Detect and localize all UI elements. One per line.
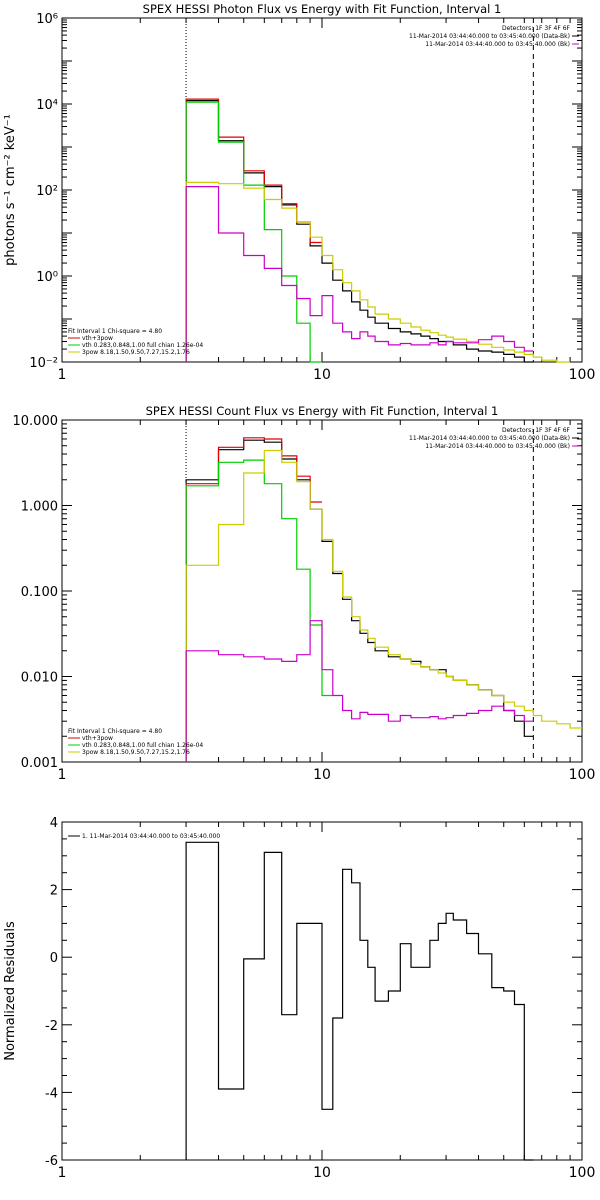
- legend-entry: vth 0.283,0.848,1.00 full chian 1.26e-04: [82, 742, 203, 749]
- y-tick-label: -4: [45, 1086, 58, 1101]
- y-tick-label: 10⁴: [36, 98, 58, 113]
- series-vth: [185, 459, 333, 762]
- legend-entry: Detectors: 1F 3F 4F 6F: [502, 25, 571, 32]
- y-tick-label: 1.000: [21, 500, 58, 515]
- y-tick-label: 10⁻²: [29, 356, 58, 371]
- legend-entry: Detectors: 1F 3F 4F 6F: [502, 427, 571, 434]
- series-1-11-mar-2014-03-44-40-000-to-03-45-40-000: [185, 841, 534, 1161]
- legend-entry: 11-Mar-2014 03:44:40.000 to 03:45:40.000…: [425, 41, 570, 48]
- series-bk: [185, 620, 534, 762]
- legend-entry: 3pow 8.18,1.50,9.50,7.27,15.2,1.76: [82, 749, 190, 756]
- chart-3: 1 10 100 -6 -4 -2 0 2 4 Normalized Residuals 1. 11…: [3, 816, 595, 1181]
- x-tick-label: 1: [58, 767, 67, 783]
- chart-2: SPEX HESSI Count Flux vs Energy with Fit…: [13, 404, 596, 783]
- series-vth: [185, 101, 322, 363]
- y-tick-label: 0: [50, 951, 58, 966]
- y-tick-label: 4: [50, 816, 58, 831]
- legend-entry: 11-Mar-2014 03:44:40.000 to 03:45:40.000…: [409, 33, 570, 40]
- y-tick-label: 0.001: [21, 756, 58, 771]
- x-tick-label: 10: [313, 767, 331, 783]
- y-tick-label: 0.100: [21, 585, 58, 600]
- y-axis-label: photons s⁻¹ cm⁻² keV⁻¹: [3, 114, 18, 266]
- legend-entry: 1. 11-Mar-2014 03:44:40.000 to 03:45:40.…: [82, 833, 220, 840]
- series-3pow: [185, 181, 571, 363]
- y-tick-label: 10⁶: [36, 12, 58, 27]
- y-tick-label: 10²: [36, 184, 58, 199]
- x-tick-label: 1: [58, 1165, 67, 1181]
- y-tick-label: 10.000: [13, 414, 59, 429]
- x-tick-label: 10: [313, 1165, 331, 1181]
- x-tick-label: 100: [569, 1165, 596, 1181]
- x-tick-label: 1: [58, 367, 67, 383]
- chart-1: SPEX HESSI Photon Flux vs Energy with Fi…: [3, 2, 595, 383]
- series-3pow: [185, 449, 582, 762]
- series-bk: [185, 186, 534, 362]
- legend-entry: vth+3pow: [82, 735, 113, 742]
- series-data-bk: [185, 100, 534, 363]
- series-vth-3pow: [185, 437, 322, 762]
- chart-title: SPEX HESSI Photon Flux vs Energy with Fi…: [143, 2, 502, 16]
- legend-entry: 11-Mar-2014 03:44:40.000 to 03:45:40.000…: [425, 443, 570, 450]
- legend-entry: 3pow 8.18,1.50,9.50,7.27,15.2,1.76: [82, 349, 190, 356]
- x-tick-label: 100: [569, 367, 596, 383]
- x-tick-label: 100: [569, 767, 596, 783]
- legend-entry: 11-Mar-2014 03:44:40.000 to 03:45:40.000…: [409, 435, 570, 442]
- x-tick-label: 10: [313, 367, 331, 383]
- y-axis-label: Normalized Residuals: [3, 921, 18, 1061]
- legend-entry: Fit Interval 1 Chi-square = 4.80: [68, 328, 162, 335]
- chart-title: SPEX HESSI Count Flux vs Energy with Fit…: [146, 404, 499, 418]
- series-vth-3pow: [185, 98, 322, 362]
- y-tick-label: -2: [45, 1019, 58, 1034]
- legend-entry: vth+3pow: [82, 335, 113, 342]
- y-tick-label: 10⁰: [36, 270, 58, 285]
- y-tick-label: -6: [45, 1154, 58, 1169]
- y-tick-label: 0.010: [21, 671, 58, 686]
- legend-entry: Fit Interval 1 Chi-square = 4.80: [68, 728, 162, 735]
- legend-entry: vth 0.283,0.848,1.00 full chian 1.26e-04: [82, 342, 203, 349]
- y-tick-label: 2: [50, 884, 58, 899]
